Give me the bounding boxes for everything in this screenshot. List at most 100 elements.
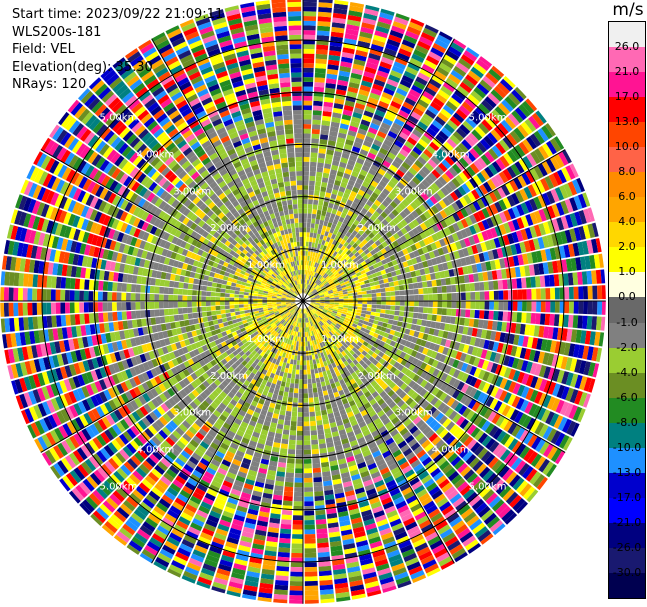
range-gate <box>469 309 475 318</box>
range-gate <box>297 421 303 427</box>
range-gate <box>389 286 395 292</box>
range-gate <box>304 599 319 604</box>
range-gate <box>504 96 518 109</box>
range-gate <box>299 379 303 384</box>
range-gate <box>347 305 353 309</box>
range-gate <box>289 430 297 436</box>
range-gate <box>355 245 361 252</box>
range-gate <box>507 233 515 245</box>
range-gate <box>449 116 462 127</box>
range-gate <box>324 241 329 247</box>
range-gate <box>378 180 387 188</box>
range-gate <box>313 100 323 107</box>
range-gate <box>289 585 303 591</box>
range-gate <box>341 152 350 160</box>
range-gate <box>428 172 438 182</box>
range-gate <box>519 188 529 201</box>
range-gate <box>285 472 294 478</box>
range-gate <box>504 116 517 130</box>
range-gate <box>372 176 381 184</box>
range-gate <box>503 222 512 234</box>
range-gate <box>325 192 332 198</box>
range-gate <box>404 266 411 273</box>
range-gate <box>389 254 396 261</box>
range-gate <box>536 288 541 300</box>
range-gate <box>303 388 308 394</box>
range-gate <box>479 282 485 291</box>
range-gate <box>311 256 315 262</box>
range-gate <box>480 196 490 207</box>
range-gate <box>452 38 467 50</box>
range-gate <box>415 44 429 55</box>
range-gate <box>365 62 378 70</box>
range-gate <box>399 210 408 219</box>
range-gate <box>296 430 303 436</box>
range-gate <box>343 247 349 253</box>
range-gate <box>310 227 315 233</box>
range-gate <box>572 315 579 329</box>
range-gate <box>312 359 317 365</box>
range-gate <box>325 269 331 275</box>
range-gate <box>303 393 309 399</box>
range-gate <box>436 34 451 46</box>
range-gate <box>305 284 308 289</box>
range-gate <box>462 78 476 90</box>
range-gate <box>394 92 406 101</box>
range-gate <box>324 302 330 304</box>
range-gate <box>583 301 588 315</box>
range-gate <box>401 39 416 49</box>
range-gate <box>463 50 478 62</box>
range-gate <box>530 150 541 165</box>
range-gate <box>318 7 332 13</box>
range-gate <box>303 421 310 427</box>
range-gate <box>340 222 347 229</box>
range-gate <box>306 274 309 280</box>
range-gate <box>537 194 547 208</box>
range-gate <box>376 292 382 297</box>
range-gate <box>291 552 303 558</box>
range-gate <box>345 255 351 261</box>
range-gate <box>374 109 386 118</box>
range-gate <box>496 186 507 199</box>
range-gate <box>307 213 312 219</box>
range-gate <box>410 201 418 210</box>
range-gate <box>350 271 356 276</box>
range-gate <box>381 301 386 305</box>
range-gate <box>407 277 413 284</box>
range-gate <box>310 157 318 163</box>
range-gate <box>478 56 493 68</box>
range-gate <box>503 290 509 300</box>
range-gate <box>304 548 317 554</box>
range-gate <box>454 146 465 157</box>
range-gate <box>418 288 424 295</box>
range-gate <box>396 274 403 281</box>
range-gate <box>337 190 344 197</box>
range-gate <box>411 276 418 283</box>
range-gate <box>328 54 341 61</box>
range-gate <box>312 453 320 459</box>
range-gate <box>322 235 328 241</box>
range-gate <box>304 501 314 507</box>
range-gate <box>312 204 318 210</box>
range-gate <box>341 197 348 204</box>
range-gate <box>304 482 313 488</box>
range-gate <box>380 269 387 275</box>
range-gate <box>493 85 507 99</box>
range-gate <box>303 185 309 190</box>
range-gate <box>473 160 484 171</box>
range-gate <box>426 82 439 93</box>
range-gate <box>293 510 303 516</box>
range-gate <box>317 367 322 373</box>
range-gate <box>345 263 351 269</box>
range-gate <box>396 135 406 145</box>
range-gate <box>550 301 556 313</box>
range-gate <box>388 281 395 287</box>
range-gate <box>330 121 340 128</box>
range-gate <box>361 310 367 314</box>
range-gate <box>299 383 303 389</box>
range-gate <box>303 1 317 7</box>
range-gate <box>455 241 462 250</box>
range-gate <box>315 263 320 268</box>
range-gate <box>511 231 519 243</box>
range-gate <box>518 141 530 155</box>
